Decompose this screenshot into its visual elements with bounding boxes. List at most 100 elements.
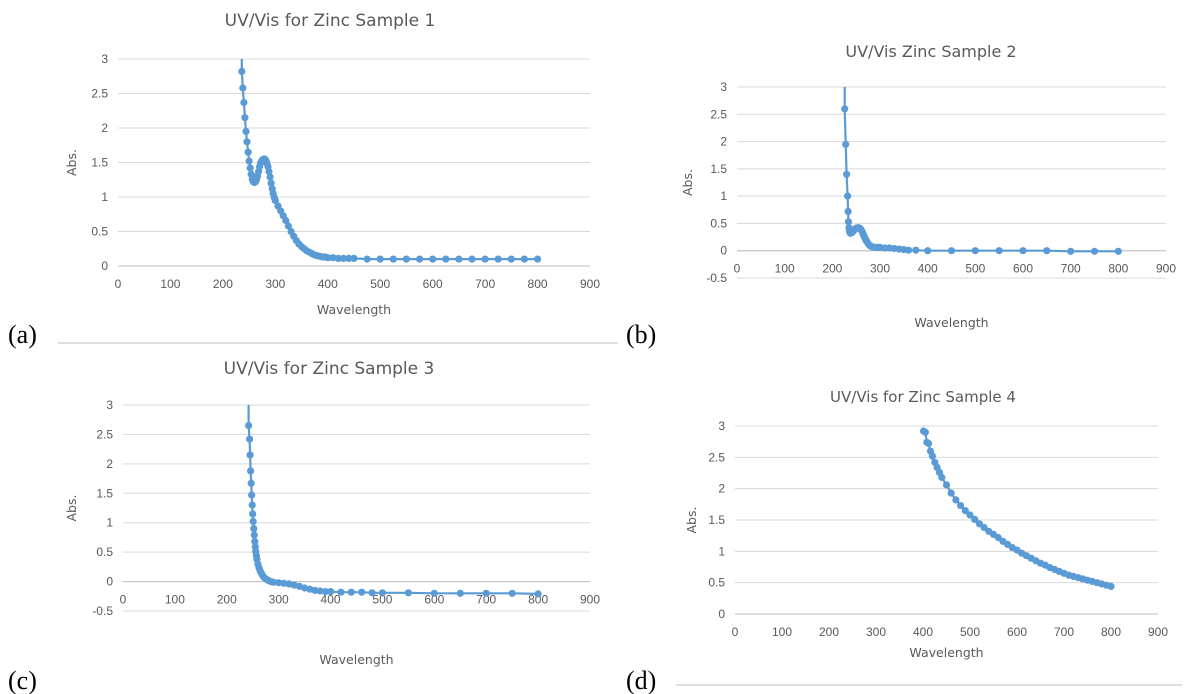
- data-point: [508, 589, 516, 597]
- chart-title: UV/Vis for Zinc Sample 1: [225, 11, 436, 31]
- data-point: [284, 222, 292, 230]
- y-tick-label: 1: [718, 544, 725, 558]
- y-tick-label: -0.5: [706, 271, 727, 285]
- data-point: [404, 589, 412, 597]
- y-tick-label: 2.5: [91, 87, 108, 101]
- data-point: [925, 439, 933, 448]
- x-tick-label: 700: [475, 277, 495, 291]
- data-point: [1090, 247, 1099, 255]
- panel-label: (c): [8, 666, 37, 694]
- data-point: [271, 196, 279, 204]
- y-tick-label: 0.5: [96, 545, 113, 559]
- data-point: [841, 105, 849, 113]
- data-point: [251, 537, 259, 546]
- x-tick-label: 200: [213, 277, 233, 291]
- data-point: [249, 510, 257, 518]
- y-tick-label: 2: [720, 135, 727, 149]
- data-point: [1107, 582, 1115, 591]
- data-point: [246, 164, 254, 172]
- series-line: [240, 59, 538, 261]
- chart-title: UV/Vis for Zinc Sample 4: [830, 388, 1016, 406]
- y-tick-label: 3: [101, 52, 108, 66]
- x-tick-label: 300: [870, 262, 890, 276]
- data-point: [247, 467, 255, 475]
- data-point: [952, 496, 960, 504]
- data-point: [456, 589, 464, 597]
- y-tick-label: -0.5: [92, 604, 113, 618]
- data-point: [455, 255, 463, 263]
- data-point: [912, 246, 920, 254]
- data-point: [245, 157, 253, 165]
- data-point: [368, 589, 376, 597]
- x-tick-label: 800: [528, 277, 548, 291]
- chart-title: UV/Vis for Zinc Sample 3: [224, 359, 435, 379]
- data-point: [961, 507, 969, 515]
- x-tick-label: 900: [1148, 625, 1168, 639]
- chart-panel-a: 0 0.5 1 1.5 2 2.5 3 0 100 200 300 400 500 600 700 800 90…: [8, 11, 600, 349]
- data-point: [345, 254, 353, 262]
- x-tick-label: 100: [772, 625, 792, 639]
- data-point: [311, 586, 319, 595]
- x-tick-label: 500: [372, 593, 392, 607]
- y-axis-title: Abs.: [64, 149, 79, 176]
- data-point: [316, 587, 324, 595]
- x-tick-label: 0: [732, 625, 739, 639]
- data-point: [248, 501, 256, 509]
- data-point: [324, 254, 332, 262]
- x-tick-label: 0: [734, 262, 741, 276]
- data-point: [1114, 247, 1122, 255]
- x-tick-label: 800: [528, 593, 548, 607]
- x-tick-label: 400: [318, 277, 338, 291]
- data-point: [942, 481, 951, 489]
- data-point: [267, 179, 275, 187]
- data-point: [844, 207, 852, 215]
- data-point: [376, 255, 384, 263]
- x-axis-title: Wavelength: [914, 315, 988, 330]
- data-point: [844, 192, 852, 200]
- x-tick-label: 900: [1156, 262, 1176, 276]
- x-tick-label: 200: [822, 262, 842, 276]
- x-tick-label: 700: [1054, 625, 1074, 639]
- data-point: [416, 255, 424, 263]
- data-point: [971, 247, 979, 255]
- y-tick-label: 3: [106, 398, 113, 412]
- panel-label: (b): [626, 320, 656, 349]
- data-point: [844, 218, 853, 226]
- data-point: [468, 255, 476, 263]
- data-point: [402, 255, 410, 263]
- data-point: [246, 451, 254, 459]
- data-point: [842, 140, 850, 148]
- data-point: [246, 435, 254, 443]
- x-tick-label: 300: [866, 625, 886, 639]
- y-tick-label: 0: [106, 575, 113, 589]
- x-tick-label: 200: [819, 625, 839, 639]
- x-tick-label: 100: [165, 593, 185, 607]
- data-point: [924, 247, 932, 255]
- data-point: [938, 473, 946, 481]
- x-tick-label: 500: [960, 625, 980, 639]
- x-tick-label: 300: [269, 593, 289, 607]
- data-point: [350, 254, 358, 262]
- data-point: [534, 255, 542, 263]
- x-tick-label: 0: [115, 277, 122, 291]
- x-tick-label: 900: [580, 593, 600, 607]
- x-axis-title: Wavelength: [909, 645, 983, 660]
- y-tick-label: 0.5: [91, 225, 108, 239]
- chart-panel-d: 0 0.5 1 1.5 2 2.5 3 0 100 200 300 400 500 600 700 800 90…: [626, 388, 1168, 694]
- data-point: [1043, 247, 1051, 255]
- chart-title: UV/Vis Zinc Sample 2: [845, 42, 1016, 61]
- data-point: [337, 588, 345, 596]
- data-point: [334, 254, 342, 262]
- y-tick-label: 1: [106, 516, 113, 530]
- data-point: [442, 255, 450, 263]
- y-tick-label: 2.5: [708, 450, 725, 464]
- y-tick-label: 1: [720, 189, 727, 203]
- data-point: [1019, 247, 1027, 255]
- x-tick-label: 400: [918, 262, 938, 276]
- x-tick-label: 100: [775, 262, 795, 276]
- x-axis-title: Wavelength: [317, 302, 391, 317]
- y-tick-label: 2: [101, 121, 108, 135]
- data-point: [321, 588, 329, 596]
- y-tick-label: 0: [101, 259, 108, 273]
- y-tick-label: 2: [718, 482, 725, 496]
